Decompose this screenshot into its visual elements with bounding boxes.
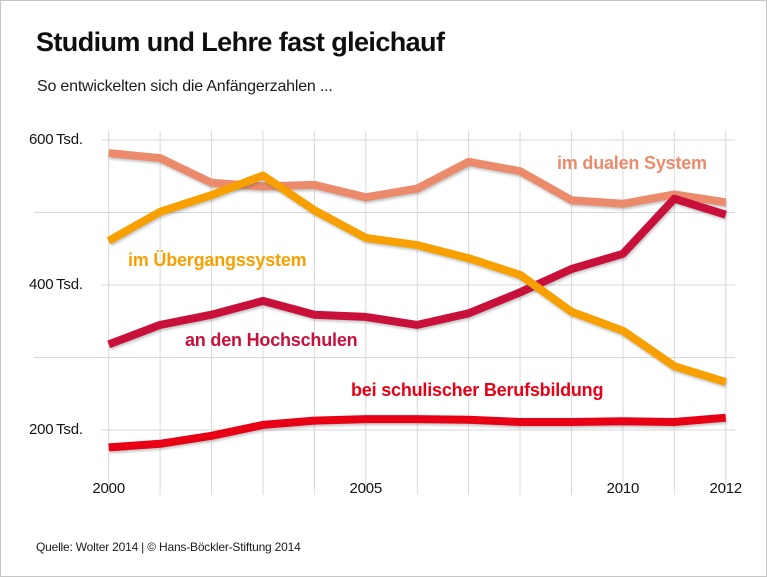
source-note: Quelle: Wolter 2014 | © Hans-Böckler-Sti… (36, 540, 301, 554)
x-axis-label-2010: 2010 (606, 480, 640, 497)
chart-subtitle: So entwickelten sich die Anfängerzahlen … (37, 78, 333, 95)
series-line-im-dualen-system (108, 149, 727, 208)
series-label-hochschulen: an den Hochschulen (185, 330, 358, 350)
y-axis-label-600: 600 Tsd. (29, 131, 83, 148)
series-label-duales-system: im dualen System (557, 153, 707, 173)
y-axis-label-200: 200 Tsd. (29, 421, 83, 438)
y-axis-label-400: 400 Tsd. (29, 276, 83, 293)
chart-title: Studium und Lehre fast gleichauf (36, 27, 445, 57)
x-axis-label-2005: 2005 (349, 480, 383, 497)
series-label-schulische-berufsbildung: bei schulischer Berufsbildung (351, 380, 604, 400)
series-line-an-den-hochschulen (107, 194, 727, 349)
x-axis-label-2000: 2000 (92, 480, 125, 497)
series-line-bei-schulischer-berufsbildung (108, 413, 727, 452)
x-axis-label-2012: 2012 (709, 480, 743, 497)
series-label-uebergangssystem: im Übergangssystem (128, 250, 307, 270)
series-line-im-bergangssystem (106, 171, 727, 386)
